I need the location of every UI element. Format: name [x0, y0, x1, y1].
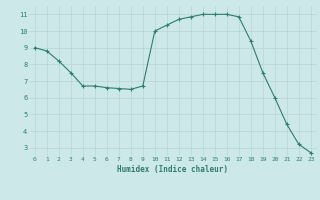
X-axis label: Humidex (Indice chaleur): Humidex (Indice chaleur): [117, 165, 228, 174]
